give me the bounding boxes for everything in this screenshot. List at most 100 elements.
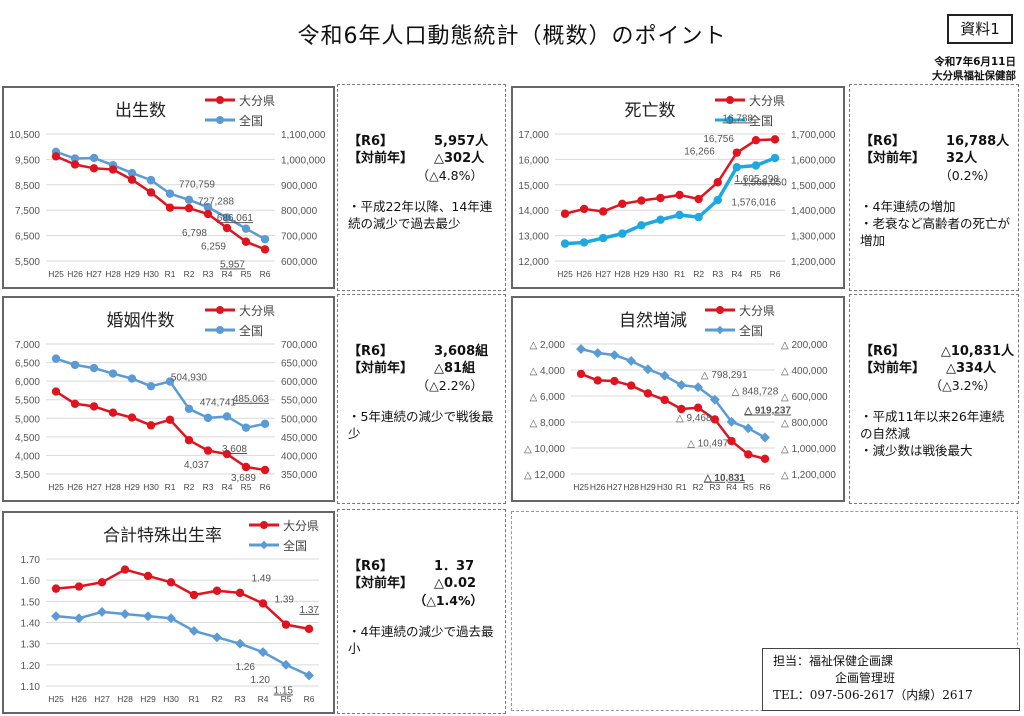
x-tick: H26 bbox=[576, 269, 592, 279]
legend-label-national: 全国 bbox=[739, 323, 763, 338]
data-label-national: △ 919,237 bbox=[743, 406, 791, 417]
data-point-oita bbox=[576, 369, 586, 379]
data-point-oita bbox=[643, 389, 653, 398]
legend-marker-national bbox=[259, 540, 269, 550]
note-panel-natural-change: 【R6】 △10,831人 【対前年】 △334人 （△3.2%） ・平成11年以来26年… bbox=[849, 294, 1019, 504]
x-tick: R5 bbox=[241, 482, 252, 492]
note-yoy-value: △0.02 bbox=[434, 576, 477, 591]
data-point-national bbox=[260, 234, 270, 244]
data-point-national bbox=[732, 163, 742, 172]
data-point-oita bbox=[744, 450, 753, 459]
chart-title: 死亡数 bbox=[625, 101, 676, 120]
data-point-national bbox=[203, 203, 213, 212]
data-point-oita bbox=[165, 203, 175, 212]
note-yoy-row: 【対前年】 32人 bbox=[860, 150, 1014, 167]
data-label-oita: 6,259 bbox=[201, 242, 226, 253]
data-point-oita bbox=[166, 578, 176, 587]
legend-label-oita: 大分県 bbox=[239, 304, 275, 318]
data-point-national bbox=[89, 153, 99, 163]
y-tick-left: 1.20 bbox=[21, 661, 41, 672]
x-tick: R5 bbox=[281, 694, 292, 704]
data-point-national bbox=[743, 423, 754, 434]
note-yoy-value: △81組 bbox=[434, 361, 476, 376]
data-point-national bbox=[579, 238, 589, 247]
x-tick: H29 bbox=[640, 482, 656, 492]
y-tick-right: 650,000 bbox=[281, 359, 318, 370]
y-tick-left: 9,500 bbox=[15, 155, 40, 166]
y-tick-right: △ 200,000 bbox=[781, 340, 828, 351]
y-tick-left: 1.60 bbox=[21, 576, 41, 587]
x-tick: H26 bbox=[67, 482, 83, 492]
x-tick: R1 bbox=[189, 694, 200, 704]
data-point-oita bbox=[70, 399, 80, 408]
note-yoy-percent: （△3.2%） bbox=[929, 378, 996, 393]
contact-line-1: 担当：福祉保健企画課 bbox=[773, 654, 894, 668]
note-yoy-percent: （0.2%） bbox=[939, 168, 996, 183]
data-point-oita bbox=[143, 571, 153, 581]
x-tick: R2 bbox=[693, 269, 704, 279]
x-tick: R5 bbox=[743, 482, 754, 492]
data-point-national bbox=[609, 350, 620, 360]
note-yoy-row: 【対前年】 △0.02 bbox=[348, 575, 501, 592]
data-point-oita bbox=[618, 199, 627, 209]
data-label-national: 1.20 bbox=[251, 675, 271, 686]
y-tick-left: △ 2,000 bbox=[530, 340, 566, 351]
legend-label-oita: 大分県 bbox=[749, 94, 785, 108]
data-point-oita bbox=[560, 209, 570, 218]
y-tick-right: △ 800,000 bbox=[781, 418, 828, 429]
x-tick: H25 bbox=[48, 694, 64, 704]
y-tick-left: 5,000 bbox=[15, 414, 40, 425]
data-label-oita: 4,037 bbox=[184, 460, 209, 471]
y-tick-left: 13,000 bbox=[518, 232, 549, 243]
note-yoy-label: 【対前年】 bbox=[348, 151, 414, 166]
data-point-oita bbox=[146, 188, 156, 197]
data-point-oita bbox=[677, 404, 686, 414]
data-label-national: 727,288 bbox=[198, 197, 235, 208]
note-panel-births: 【R6】 5,957人 【対前年】 △302人 （△4.8%） ・平成22年以降、14年連… bbox=[337, 84, 506, 291]
data-point-oita bbox=[693, 403, 703, 412]
data-point-oita bbox=[260, 245, 270, 254]
data-label-national: 1,605,298 bbox=[735, 174, 780, 185]
legend-marker-oita bbox=[216, 306, 224, 314]
data-point-oita bbox=[127, 413, 137, 422]
data-point-national bbox=[97, 606, 107, 617]
note-r6-row: 【R6】 16,788人 bbox=[860, 133, 1014, 150]
data-point-oita bbox=[610, 376, 619, 386]
note-yoy-row: 【対前年】 △302人 bbox=[348, 150, 501, 167]
y-tick-left: △ 8,000 bbox=[530, 418, 566, 429]
y-tick-left: 5,500 bbox=[15, 396, 40, 407]
data-point-national bbox=[127, 374, 137, 383]
legend-label-national: 全国 bbox=[749, 113, 773, 128]
data-label-oita: △ 9,468 bbox=[676, 413, 712, 424]
y-tick-right: 800,000 bbox=[281, 206, 318, 217]
data-point-oita bbox=[222, 223, 232, 233]
note-r6-row: 【R6】 1．37 bbox=[348, 558, 501, 575]
data-point-national bbox=[146, 175, 156, 185]
x-tick: R1 bbox=[165, 482, 176, 492]
legend-label-oita: 大分県 bbox=[739, 304, 775, 318]
data-point-oita bbox=[626, 381, 636, 390]
y-tick-right: 500,000 bbox=[281, 414, 318, 425]
chart-panel-tfr: 合計特殊出生率 大分県 全国 1.10 1.20 1.30 1.40 1.50 1.60 1.70… bbox=[2, 511, 335, 714]
data-point-oita bbox=[51, 152, 61, 161]
data-point-oita bbox=[120, 565, 130, 574]
data-label-national: 485,063 bbox=[233, 394, 270, 405]
data-point-national bbox=[70, 154, 80, 163]
x-tick: H30 bbox=[657, 482, 673, 492]
data-point-national bbox=[184, 195, 194, 205]
data-point-national bbox=[576, 344, 586, 354]
x-tick: R6 bbox=[304, 694, 315, 704]
data-point-oita bbox=[146, 421, 156, 430]
note-bullets: ・5年連続の減少で戦後最少 bbox=[348, 408, 501, 442]
data-label-national: 1,569,050 bbox=[742, 177, 787, 188]
data-point-oita bbox=[70, 160, 80, 169]
note-bullet: ・老衰など高齢者の死亡が増加 bbox=[860, 216, 1011, 248]
y-tick-right: △ 600,000 bbox=[781, 392, 828, 403]
x-tick: R4 bbox=[726, 482, 737, 492]
y-tick-left: 7,000 bbox=[15, 340, 40, 351]
data-label-oita: 16,756 bbox=[703, 134, 734, 145]
data-point-national bbox=[760, 432, 770, 443]
legend-marker-national bbox=[216, 326, 224, 334]
data-point-national bbox=[165, 189, 175, 198]
data-point-oita bbox=[51, 387, 61, 396]
